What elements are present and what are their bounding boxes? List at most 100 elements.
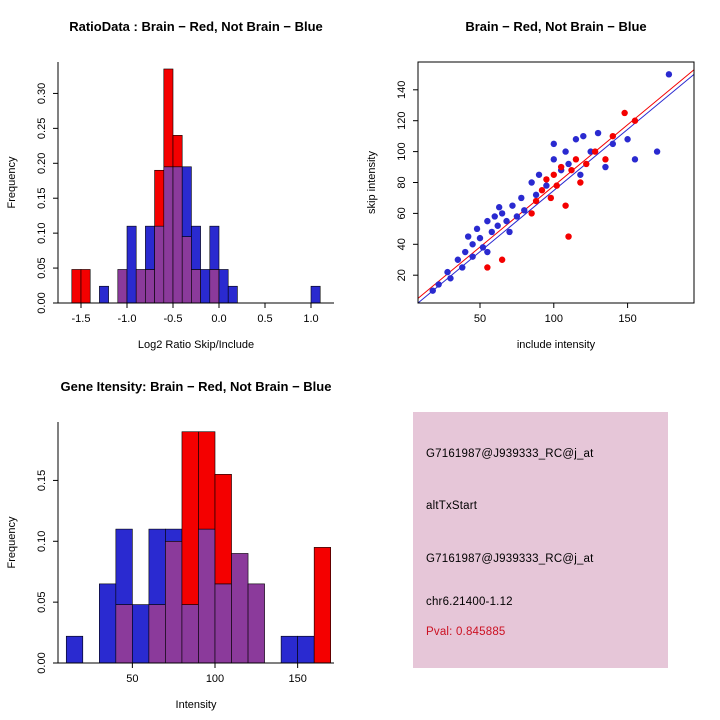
y-tick-label: 140 xyxy=(396,81,408,99)
overlap-bar xyxy=(172,166,183,304)
overlap-bar xyxy=(154,225,165,304)
data-point xyxy=(580,132,587,140)
overlap-bar xyxy=(145,269,155,304)
y-tick-label: 100 xyxy=(396,142,408,160)
pval-line: Pval: 0.845885 xyxy=(426,626,506,638)
axes xyxy=(53,62,334,308)
data-point xyxy=(594,129,602,137)
event-type-line: altTxStart xyxy=(426,500,478,512)
data-point xyxy=(444,268,451,276)
data-point xyxy=(498,256,506,263)
overlap-bar xyxy=(148,604,166,664)
data-point xyxy=(473,225,481,233)
data-point xyxy=(518,194,525,202)
data-point xyxy=(562,148,569,155)
data-point xyxy=(429,287,436,294)
x-tick-label: 150 xyxy=(618,313,636,325)
y-tick-label: 40 xyxy=(396,238,408,250)
gene-info-box: G7161987@J939333_RC@j_at altTxStart G716… xyxy=(413,412,668,668)
data-point xyxy=(491,213,498,220)
blue-bar xyxy=(115,528,133,605)
chromosome-location-line: chr6.21400-1.12 xyxy=(426,596,513,608)
overlap-bar xyxy=(135,269,146,304)
data-point xyxy=(550,171,557,178)
data-point xyxy=(521,207,528,214)
data-point xyxy=(602,156,609,163)
y-tick-label: 0.00 xyxy=(36,652,48,673)
data-point xyxy=(557,163,565,171)
data-point xyxy=(464,233,472,240)
overlap-bar xyxy=(214,583,232,664)
y-axis-label: skip intensity xyxy=(366,151,378,214)
overlap-bar xyxy=(181,236,192,304)
y-axis-label: Frequency xyxy=(6,156,18,208)
data-point xyxy=(488,228,495,236)
x-tick-label: -1.0 xyxy=(118,313,137,325)
data-point xyxy=(631,156,639,163)
blue-bar xyxy=(99,285,109,304)
data-point xyxy=(543,176,550,183)
x-tick-label: 1.0 xyxy=(303,313,318,325)
x-tick-label: -1.5 xyxy=(72,313,91,325)
x-axis-label: Intensity xyxy=(176,699,217,711)
x-tick-label: 50 xyxy=(126,673,138,685)
blue-bar xyxy=(126,225,137,304)
red-bar xyxy=(80,269,91,304)
red-bar xyxy=(172,135,183,168)
overlap-bar xyxy=(115,604,133,664)
red-bar xyxy=(71,269,82,304)
y-tick-label: 20 xyxy=(396,269,408,281)
data-point xyxy=(577,179,584,186)
data-point xyxy=(565,160,572,168)
blue-bar xyxy=(227,285,238,304)
probe-id-line-2: G7161987@J939333_RC@j_at xyxy=(426,553,594,565)
data-point xyxy=(462,248,469,256)
data-point xyxy=(484,217,491,225)
data-point xyxy=(459,264,466,271)
ratio-histogram-panel: -1.5 -1.0 -0.5 0.0 0.5 1.0 0.00 0.05 0.10 0.15 0.2… xyxy=(6,19,334,351)
histogram-bars xyxy=(71,68,321,304)
blue-bar xyxy=(280,635,298,664)
x-tick-label: 50 xyxy=(474,313,486,325)
blue-bar xyxy=(65,635,84,664)
overlap-bar xyxy=(247,583,265,664)
data-point xyxy=(532,191,540,199)
y-tick-label: 60 xyxy=(396,207,408,219)
data-point xyxy=(602,163,609,171)
data-point xyxy=(577,171,584,178)
probe-id-line: G7161987@J939333_RC@j_at xyxy=(426,448,594,460)
overlap-bar xyxy=(181,604,199,664)
y-axis-label: Frequency xyxy=(6,516,18,568)
y-tick-label: 0.25 xyxy=(36,118,48,139)
data-point xyxy=(528,210,535,217)
data-point xyxy=(435,281,442,288)
blue-bar xyxy=(297,635,315,664)
data-point xyxy=(624,136,631,143)
data-point xyxy=(495,204,503,211)
data-point xyxy=(513,213,521,220)
data-point xyxy=(538,187,546,194)
data-point xyxy=(543,182,550,189)
x-axis-label: Log2 Ratio Skip/Include xyxy=(138,339,254,351)
points-red xyxy=(484,109,639,271)
data-point xyxy=(653,148,661,155)
data-point xyxy=(609,140,617,148)
red-bar xyxy=(181,431,199,605)
y-tick-label: 0.10 xyxy=(36,222,48,243)
x-tick-label: 100 xyxy=(545,313,563,325)
x-tick-label: 0.0 xyxy=(211,313,226,325)
red-bar xyxy=(313,547,331,664)
chart-title: Gene Itensity: Brain − Red, Not Brain − … xyxy=(61,379,332,394)
y-tick-label: 0.15 xyxy=(36,188,48,209)
overlap-bar xyxy=(117,269,128,304)
y-tick-label: 0.20 xyxy=(36,153,48,174)
data-point xyxy=(506,228,513,236)
x-tick-label: 150 xyxy=(288,673,306,685)
data-point xyxy=(621,109,628,117)
blue-bar xyxy=(145,225,155,270)
data-point xyxy=(553,182,560,189)
data-point xyxy=(498,210,506,217)
red-bar xyxy=(154,169,165,227)
gene-intensity-histogram-panel: 50 100 150 0.00 0.05 0.10 0.15 Gene Itensity: B… xyxy=(6,379,334,711)
data-point xyxy=(509,202,516,209)
